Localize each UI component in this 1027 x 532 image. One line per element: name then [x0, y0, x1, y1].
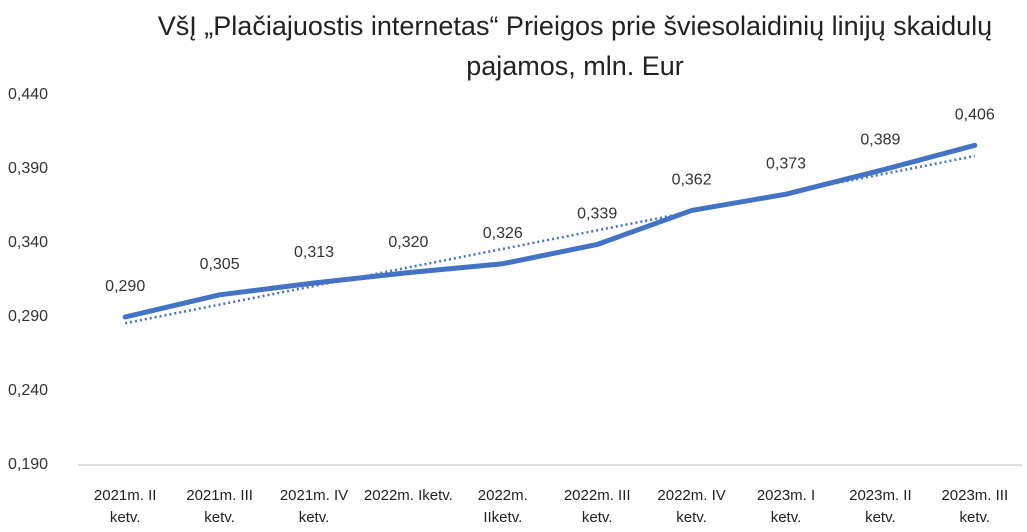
x-tick-label: 2021m. III ketv. [186, 487, 253, 526]
data-label: 0,313 [294, 244, 334, 261]
y-tick-label: 0,240 [8, 382, 48, 399]
y-tick-label: 0,390 [8, 160, 48, 177]
x-tick-label: 2023m. II ketv. [849, 487, 912, 526]
y-tick-label: 0,190 [8, 456, 48, 473]
data-label: 0,389 [860, 132, 900, 149]
x-tick-label: 2022m. Iketv. [363, 487, 453, 504]
data-label: 0,326 [483, 225, 523, 242]
data-label: 0,305 [200, 256, 240, 273]
data-label: 0,290 [105, 278, 145, 295]
x-tick-label: 2022m. IV ketv. [657, 487, 726, 526]
y-tick-label: 0,340 [8, 234, 48, 251]
x-tick-label: 2021m. IV ketv. [279, 487, 349, 526]
x-tick-label: 2021m. II ketv. [93, 487, 157, 526]
x-tick-label: 2023m. III ketv. [941, 487, 1009, 526]
x-tick-label: 2023m. I ketv. [756, 487, 816, 526]
x-tick-label: 2022m. III ketv. [563, 487, 631, 526]
data-label: 0,406 [955, 107, 995, 124]
data-label: 0,320 [388, 234, 428, 251]
y-tick-label: 0,440 [8, 86, 48, 103]
x-tick-label: 2022m. IIketv. [477, 487, 528, 526]
data-label: 0,362 [672, 172, 712, 189]
y-tick-label: 0,290 [8, 308, 48, 325]
data-label: 0,339 [577, 206, 617, 223]
chart-title: VšĮ „Plačiajuostis internetas“ Prieigos … [157, 11, 993, 81]
data-label: 0,373 [766, 155, 806, 172]
data-line [122, 142, 978, 320]
